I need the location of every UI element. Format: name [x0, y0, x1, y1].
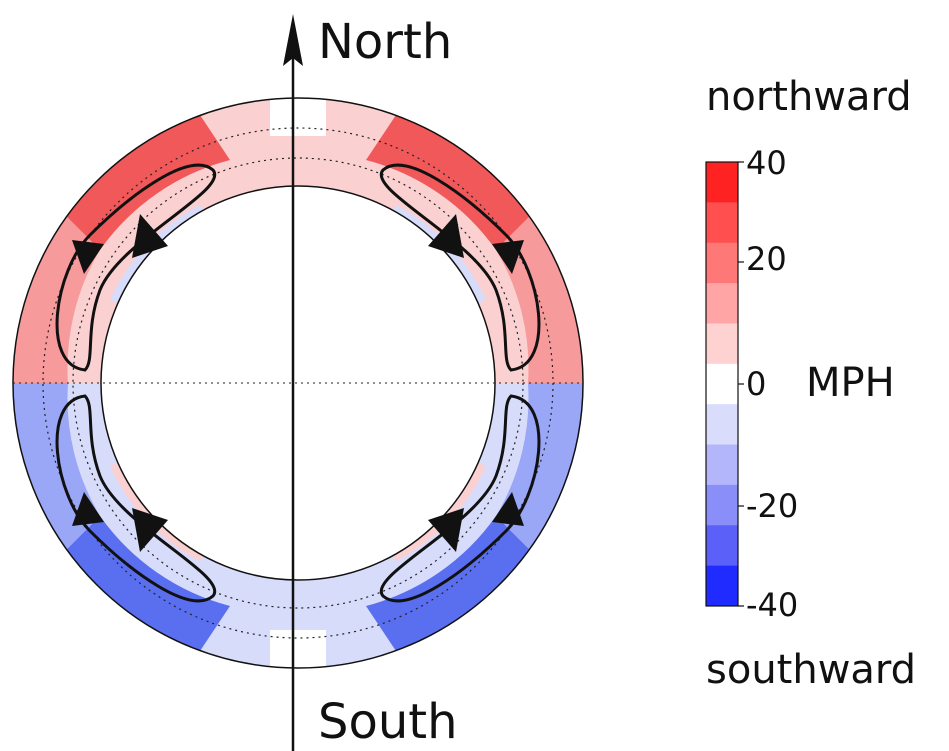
colorbar-tick-neg20: -20: [746, 487, 798, 525]
arrow-sw-outer: [72, 492, 104, 526]
cell-ne: [379, 163, 541, 372]
colorbar-band: [706, 162, 738, 203]
colorbar-tick-40: 40: [746, 144, 787, 182]
colorbar-bands: [706, 162, 738, 607]
south-label: South: [318, 694, 458, 750]
colorbar-band: [706, 565, 738, 607]
pole-south-white: [270, 630, 326, 668]
colorbar-tick-20: 20: [746, 240, 787, 278]
arrow-nw-outer: [72, 240, 104, 274]
colorbar-band: [706, 283, 738, 324]
colorbar-tick-0: 0: [746, 365, 766, 403]
arrow-ne-outer: [492, 240, 524, 274]
arrow-se-inner: [428, 508, 464, 552]
colorbar: 40 20 0 -20 -40 MPH: [705, 144, 895, 624]
colorbar-band: [706, 525, 738, 567]
velocity-ring: [12, 98, 583, 668]
colorbar-band: [706, 363, 738, 405]
band-nw-strong: [60, 115, 230, 250]
north-label: North: [318, 14, 452, 70]
band-se-strong: [366, 516, 536, 651]
unit-label: MPH: [806, 360, 895, 406]
band-ne-strong: [366, 115, 536, 250]
colorbar-band: [706, 202, 738, 244]
colorbar-band: [706, 323, 738, 365]
arrow-nw-inner: [132, 214, 168, 258]
arrow-se-outer: [492, 492, 524, 526]
colorbar-ticks: [738, 161, 744, 607]
northward-label: northward: [706, 74, 912, 120]
colorbar-band: [706, 484, 738, 526]
flow-arrowheads: [72, 214, 524, 552]
cell-nw: [55, 163, 217, 372]
southward-label: southward: [706, 647, 916, 693]
colorbar-band: [706, 242, 738, 284]
arrow-sw-inner: [132, 508, 168, 552]
pole-north-white: [270, 98, 326, 136]
circulation-cells: [55, 163, 541, 603]
axis-arrowhead-icon: [283, 14, 303, 66]
arrow-ne-inner: [428, 214, 464, 258]
colorbar-tick-neg40: -40: [746, 586, 798, 624]
colorbar-band: [706, 444, 738, 486]
cell-se: [379, 394, 541, 603]
colorbar-band: [706, 404, 738, 446]
band-sw-strong: [60, 516, 230, 651]
cell-sw: [55, 394, 217, 603]
